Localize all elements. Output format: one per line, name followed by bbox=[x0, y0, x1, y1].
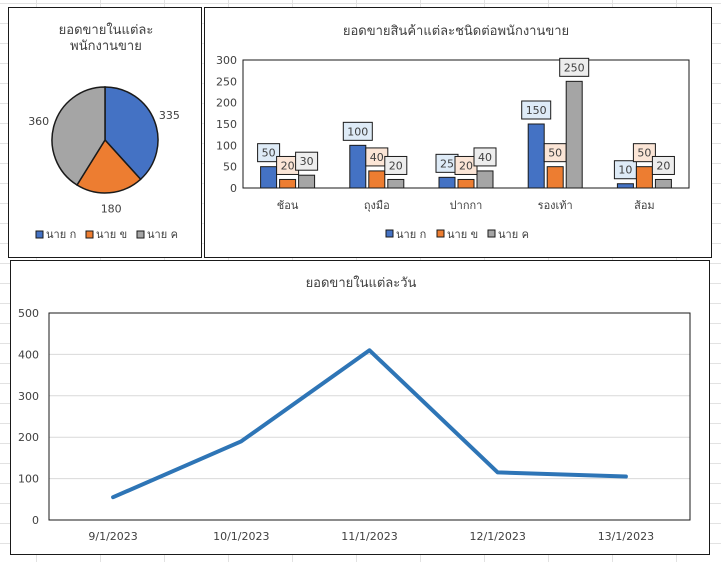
pie-data-label: 180 bbox=[101, 203, 122, 216]
data-label-box bbox=[384, 155, 408, 175]
line-chart[interactable]: ยอดขายในแต่ละวัน 0 100 200 300 400 500 9/1/2023… bbox=[10, 260, 710, 555]
pie-data-label: 335 bbox=[159, 109, 180, 122]
data-label: 30 bbox=[300, 155, 314, 168]
bar bbox=[616, 183, 634, 189]
pie-chart-title: ยอดขายในแต่ละ bbox=[59, 22, 154, 38]
bar bbox=[476, 170, 494, 189]
data-label: 25 bbox=[440, 157, 454, 170]
data-label-box bbox=[559, 57, 590, 77]
x-tick-label: 13/1/2023 bbox=[598, 530, 654, 543]
data-label-box bbox=[521, 100, 552, 120]
data-label: 40 bbox=[478, 151, 492, 164]
x-tick-label: รองเท้า bbox=[538, 199, 573, 212]
data-label: 100 bbox=[347, 125, 368, 138]
data-label: 250 bbox=[564, 61, 585, 74]
bar bbox=[527, 123, 545, 189]
data-label: 150 bbox=[526, 104, 547, 117]
y-tick-label: 200 bbox=[216, 97, 237, 110]
x-tick-label: ถุงมือ bbox=[364, 199, 390, 212]
y-tick-label: 0 bbox=[230, 182, 237, 195]
bar bbox=[654, 178, 672, 189]
plot-area-border bbox=[48, 312, 691, 521]
bar bbox=[349, 144, 367, 189]
line-chart-title: ยอดขายในแต่ละวัน bbox=[306, 275, 417, 291]
x-tick-label: ช้อน bbox=[277, 199, 299, 212]
pie-slice bbox=[75, 138, 142, 194]
x-tick-label: ปากกา bbox=[450, 199, 483, 212]
data-label: 20 bbox=[389, 159, 403, 172]
bar bbox=[565, 80, 583, 189]
bar bbox=[387, 178, 405, 189]
bar bbox=[546, 166, 564, 189]
data-label: 50 bbox=[548, 147, 562, 160]
y-tick-label: 250 bbox=[216, 75, 237, 88]
legend-label: นาย ก bbox=[46, 228, 76, 241]
pie-data-label: 360 bbox=[28, 115, 49, 128]
legend-swatch bbox=[487, 229, 496, 238]
data-label-box bbox=[632, 143, 656, 163]
legend-label: นาย ค bbox=[498, 228, 529, 241]
legend-swatch bbox=[385, 229, 394, 238]
bar-chart[interactable]: ยอดขายสินค้าแต่ละชนิดต่อพนักงานขาย 0 50 100… bbox=[204, 7, 712, 258]
legend-swatch bbox=[136, 230, 145, 239]
x-tick-label: 12/1/2023 bbox=[469, 530, 525, 543]
bar bbox=[635, 166, 653, 189]
data-label: 50 bbox=[262, 147, 276, 160]
x-tick-label: 9/1/2023 bbox=[88, 530, 137, 543]
data-label: 20 bbox=[656, 159, 670, 172]
x-tick-label: 10/1/2023 bbox=[213, 530, 269, 543]
line-chart-svg: ยอดขายในแต่ละวัน 0 100 200 300 400 500 9/1/2023… bbox=[18, 275, 691, 543]
y-tick-label: 200 bbox=[18, 431, 39, 444]
bar-chart-svg: ยอดขายสินค้าแต่ละชนิดต่อพนักงานขาย 0 50 100… bbox=[216, 24, 690, 241]
bar bbox=[457, 178, 475, 189]
y-tick-label: 300 bbox=[216, 54, 237, 67]
bar bbox=[298, 174, 316, 189]
data-label-box bbox=[651, 155, 675, 175]
bar bbox=[368, 170, 386, 189]
data-label: 40 bbox=[370, 151, 384, 164]
y-tick-label: 100 bbox=[216, 139, 237, 152]
y-tick-label: 0 bbox=[32, 514, 39, 527]
data-label: 20 bbox=[459, 159, 473, 172]
bar bbox=[260, 166, 278, 189]
y-tick-label: 150 bbox=[216, 118, 237, 131]
legend-swatch bbox=[85, 230, 94, 239]
legend-label: นาย ก bbox=[396, 228, 426, 241]
x-tick-label: 11/1/2023 bbox=[341, 530, 397, 543]
y-tick-label: 500 bbox=[18, 307, 39, 320]
data-label-box bbox=[473, 147, 497, 167]
data-label-box bbox=[295, 151, 319, 171]
bar bbox=[438, 176, 456, 189]
y-tick-label: 300 bbox=[18, 390, 39, 403]
pie-chart-title: พนักงานขาย bbox=[70, 39, 142, 54]
legend-label: นาย ข bbox=[96, 228, 127, 241]
legend-label: นาย ค bbox=[147, 228, 178, 241]
data-label: 20 bbox=[281, 159, 295, 172]
bar-chart-title: ยอดขายสินค้าแต่ละชนิดต่อพนักงานขาย bbox=[343, 24, 569, 39]
pie-slice bbox=[51, 86, 106, 187]
legend-swatch bbox=[436, 229, 445, 238]
data-label-box bbox=[257, 143, 281, 163]
data-label: 10 bbox=[618, 164, 632, 177]
legend-swatch bbox=[35, 230, 44, 239]
series-line bbox=[111, 348, 628, 500]
legend-label: นาย ข bbox=[447, 228, 478, 241]
y-tick-label: 400 bbox=[18, 348, 39, 361]
y-tick-label: 50 bbox=[223, 161, 237, 174]
pie-chart[interactable]: ยอดขายในแต่ละ พนักงานขาย 335 180 360 นาย ก นาย… bbox=[8, 7, 202, 258]
pie-slice bbox=[104, 86, 159, 181]
x-tick-label: ส้อม bbox=[634, 199, 655, 212]
bar bbox=[279, 178, 297, 189]
data-label: 50 bbox=[637, 147, 651, 160]
data-label-box bbox=[342, 121, 373, 141]
y-tick-label: 100 bbox=[18, 473, 39, 486]
